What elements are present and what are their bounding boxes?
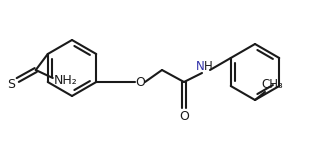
Text: N: N xyxy=(196,60,204,73)
Text: S: S xyxy=(7,78,15,91)
Text: CH₃: CH₃ xyxy=(261,78,283,91)
Text: O: O xyxy=(179,109,189,122)
Text: NH₂: NH₂ xyxy=(54,75,78,88)
Text: H: H xyxy=(204,60,213,73)
Text: O: O xyxy=(135,75,145,89)
